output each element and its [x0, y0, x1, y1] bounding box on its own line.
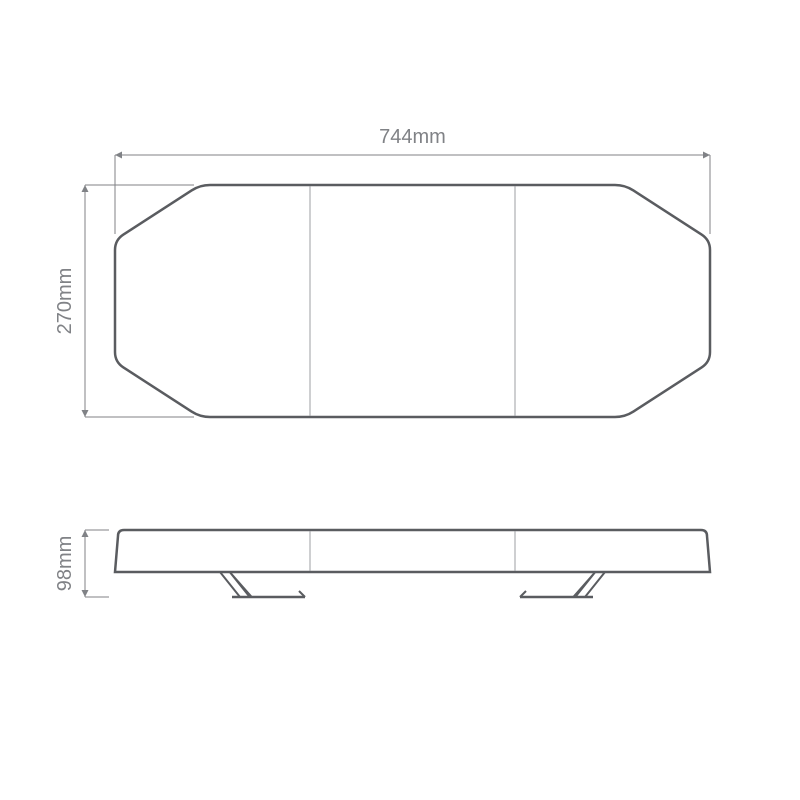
side-view-outline — [115, 530, 710, 572]
dim-height-label: 98mm — [54, 536, 76, 592]
top-view-outline — [115, 185, 710, 417]
dim-width-label: 744mm — [379, 126, 446, 148]
dimension-drawing: 744mm 270mm 98mm — [0, 0, 800, 800]
dim-depth-label: 270mm — [54, 268, 76, 335]
